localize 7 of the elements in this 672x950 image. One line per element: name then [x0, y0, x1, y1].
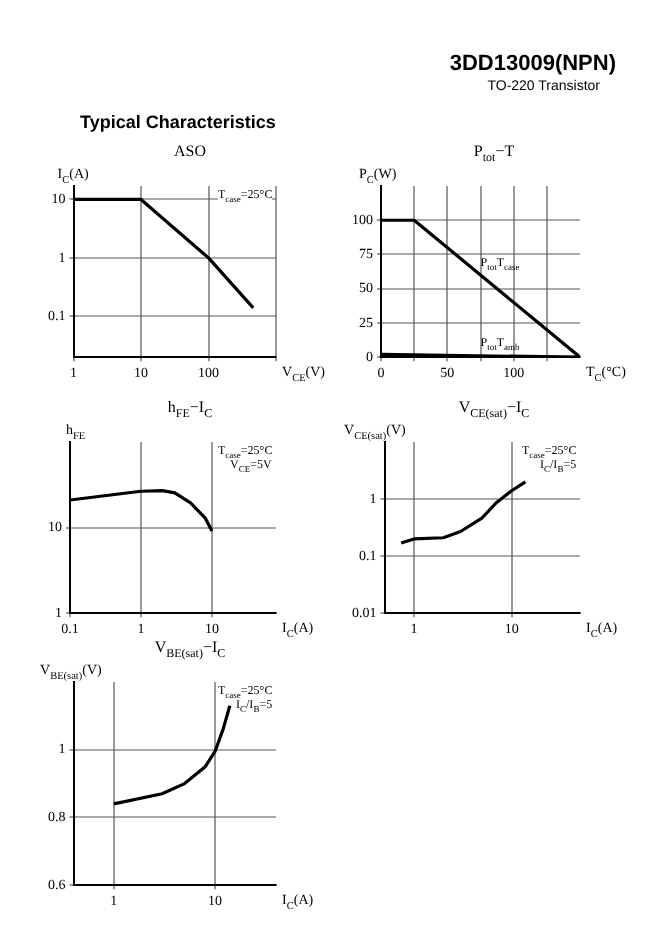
chart-title: h$_{FE}$−I$_{C}$: [165, 396, 215, 422]
text: Typical Characteristics: [80, 112, 276, 132]
chart-title: P$_{tot}$−T: [471, 140, 517, 166]
text: 3DD13009(NPN): [449, 52, 616, 76]
chart-title: V$_{BE(sat)}$−I$_{C}$: [152, 636, 228, 662]
chart-title: ASO: [171, 140, 208, 162]
chart-title: V$_{CE(sat)}$−I$_{C}$: [456, 396, 532, 422]
